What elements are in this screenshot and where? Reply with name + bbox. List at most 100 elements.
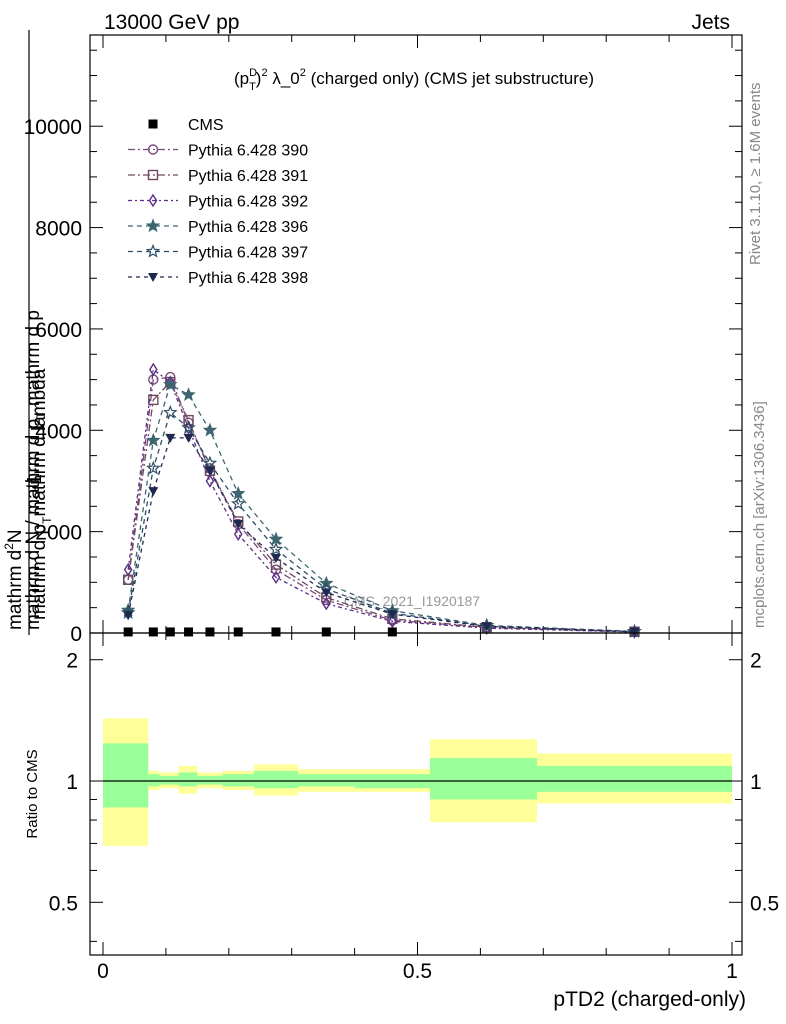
mc-series-point	[268, 541, 284, 556]
legend: CMS Pythia 6.428 390 Pythia 6.428 391 Pythi…	[128, 117, 308, 287]
x-axis-label: pTD2 (charged-only)	[553, 988, 746, 1011]
main-plot-panel: 0 2000 4000 6000 8000 10000 CMS_2021_I1920187…	[24, 34, 743, 646]
mc-series-point	[146, 460, 161, 475]
cms-data-point	[387, 627, 397, 637]
mc-series-point	[181, 420, 196, 434]
mc-series-point	[233, 527, 243, 541]
ratio-inner-band	[253, 770, 298, 789]
ratio-y-tick-labels: 0.5 0.5 1 1 2 2	[49, 650, 779, 916]
mc-series-point	[183, 414, 194, 426]
mc-series-point	[387, 610, 398, 620]
ratio-inner-band	[430, 758, 538, 800]
mc-series-line	[127, 411, 635, 633]
x-tick-label: 0	[97, 960, 109, 983]
ratio-y-tick-label: 2	[66, 650, 78, 673]
mc-series-point	[270, 553, 281, 563]
main-y-tick-label: 6000	[35, 319, 82, 342]
legend-entry: CMS	[148, 117, 224, 134]
mc-series-point	[202, 455, 218, 470]
cms-data-point	[123, 627, 133, 637]
main-y-tick-labels: 0 2000 4000 6000 8000 10000	[24, 116, 82, 646]
legend-entry: Pythia 6.428 390	[128, 143, 308, 160]
ratio-inner-band	[148, 774, 160, 787]
ratio-y-tick-label-right: 1	[750, 771, 762, 794]
mc-series-line	[127, 437, 635, 633]
mc-series-point	[388, 614, 397, 629]
ratio-uncertainty-bands	[103, 718, 732, 846]
legend-marker	[148, 119, 158, 129]
ratio-y-tick-label-right: 2	[750, 650, 762, 673]
cms-data-point	[205, 627, 215, 637]
mc-series-point	[202, 422, 218, 437]
legend-marker	[145, 243, 161, 258]
main-y-tick-label: 2000	[35, 522, 82, 545]
cms-data-point	[321, 627, 331, 637]
legend-label: Pythia 6.428 396	[188, 219, 308, 236]
legend-label: Pythia 6.428 391	[188, 168, 308, 185]
mc-series-point	[204, 466, 215, 476]
mc-series-point	[481, 622, 492, 632]
legend-label: Pythia 6.428 398	[188, 270, 308, 287]
legend-label: Pythia 6.428 397	[188, 245, 308, 262]
mc-series-point	[163, 404, 178, 419]
cms-data-point	[233, 627, 243, 637]
legend-marker	[145, 218, 161, 233]
x-tick-label: 0.5	[403, 960, 432, 983]
legend-label: Pythia 6.428 390	[188, 143, 308, 160]
mc-series-3	[123, 362, 639, 639]
x-tick-label: 1	[726, 960, 738, 983]
mc-series-point	[146, 432, 161, 447]
mc-series-group	[120, 362, 642, 639]
mc-series-point	[629, 627, 640, 637]
legend-marker	[148, 193, 158, 208]
legend-entry: Pythia 6.428 396	[128, 218, 308, 236]
mc-series-point	[183, 433, 194, 443]
ratio-inner-band	[222, 774, 254, 787]
legend-entry: Pythia 6.428 391	[128, 168, 308, 185]
y-label-denominator: mathrm d N / mathrm d pT mathrm d p	[23, 310, 48, 630]
ratio-inner-band	[103, 743, 149, 808]
main-y-tick-label: 8000	[35, 218, 82, 241]
header-process-label: Jets	[691, 11, 730, 34]
mc-series-point	[148, 394, 159, 406]
header-energy-label: 13000 GeV pp	[104, 11, 239, 34]
mc-series-point	[148, 487, 159, 497]
ratio-inner-band	[197, 775, 223, 785]
y-label-numerator: mathrm d2N	[2, 529, 26, 630]
ratio-y-tick-label-right: 0.5	[750, 892, 779, 915]
legend-label: Pythia 6.428 392	[188, 194, 308, 211]
mc-series-point	[165, 433, 176, 443]
ratio-y-axis-label: Ratio to CMS	[24, 749, 41, 838]
cms-data-point	[165, 627, 175, 637]
legend-marker	[147, 169, 159, 181]
mcplots-source-label: mcplots.cern.ch [arXiv:1306.3436]	[751, 401, 768, 628]
main-axis-ticks	[90, 35, 742, 634]
legend-marker	[148, 273, 158, 282]
main-y-tick-label: 0	[70, 623, 82, 646]
legend-entry: Pythia 6.428 397	[128, 243, 308, 262]
mc-series-point	[321, 588, 332, 598]
ratio-y-tick-label: 0.5	[49, 892, 78, 915]
ratio-inner-band	[178, 772, 198, 787]
ratio-plot-panel: 0.5 0.5 1 1 2 2 0 0.5 1 Ratio to CMS pTD2 (char…	[24, 632, 779, 1011]
cms-data-point	[271, 627, 281, 637]
mc-series-point	[271, 570, 281, 585]
mc-series-point	[205, 474, 215, 488]
mc-series-point	[230, 496, 246, 510]
legend-entry: Pythia 6.428 398	[128, 270, 308, 287]
ratio-inner-band	[297, 774, 355, 787]
y-label-numerator-one: 1	[24, 474, 46, 485]
main-y-axis-label: 1 mathrm d2N mathrm d pTmathrm d lambda …	[2, 30, 54, 635]
mc-series-point	[321, 596, 331, 611]
cms-data-point	[148, 627, 158, 637]
ratio-inner-band	[537, 765, 732, 792]
mc-series-point	[123, 562, 133, 577]
mc-series-6	[123, 433, 640, 637]
ratio-y-tick-label: 1	[66, 771, 78, 794]
mc-series-point	[181, 387, 196, 402]
legend-marker	[147, 144, 159, 155]
main-y-tick-label: 10000	[24, 116, 82, 139]
plot-title: (pD T)2 λ_02 (charged only) (CMS jet subs…	[234, 67, 594, 93]
ratio-plot-frame	[89, 632, 743, 956]
